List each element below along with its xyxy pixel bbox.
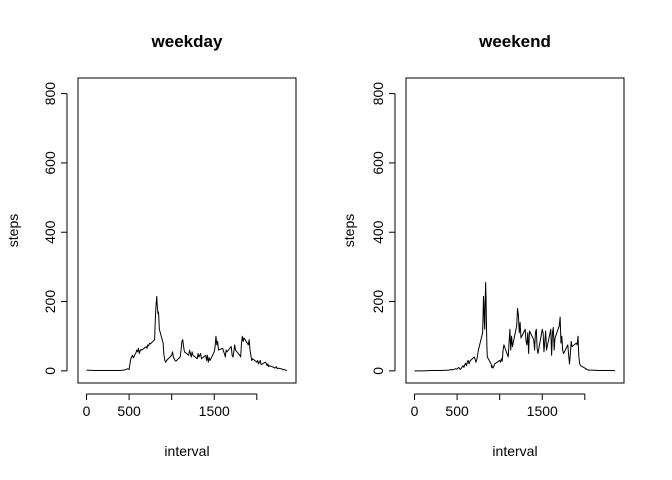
x-tick-label: 500 — [117, 403, 141, 419]
y-tick-label: 800 — [42, 82, 58, 106]
x-tick-label: 1500 — [527, 403, 558, 419]
series-line-weekday — [86, 295, 288, 372]
chart-title: weekend — [478, 32, 551, 51]
y-tick-label: 0 — [42, 367, 58, 375]
y-tick-label: 400 — [42, 220, 58, 244]
y-tick-label: 200 — [370, 290, 386, 314]
series-line-weekend — [414, 281, 616, 372]
x-tick-label: 0 — [83, 403, 91, 419]
x-axis-label: interval — [492, 443, 537, 459]
x-axis-label: interval — [164, 443, 209, 459]
plot-frame — [405, 77, 625, 384]
y-axis-label: steps — [5, 214, 21, 247]
chart-panel-weekday: weekday 0 500 1500 0 200 400 600 800 interval step… — [5, 32, 297, 459]
x-tick-label: 0 — [411, 403, 419, 419]
chart-panel-weekend: weekend 0 500 1500 0 200 400 600 800 interval step… — [341, 32, 625, 459]
chart-title: weekday — [151, 32, 223, 51]
y-tick-label: 800 — [370, 82, 386, 106]
y-tick-label: 400 — [370, 220, 386, 244]
y-tick-label: 600 — [370, 151, 386, 175]
y-tick-label: 0 — [370, 367, 386, 375]
x-tick-label: 1500 — [199, 403, 230, 419]
plot-frame — [77, 77, 297, 384]
y-tick-label: 600 — [42, 151, 58, 175]
y-axis-label: steps — [341, 214, 357, 247]
x-tick-label: 500 — [445, 403, 469, 419]
y-tick-label: 200 — [42, 290, 58, 314]
